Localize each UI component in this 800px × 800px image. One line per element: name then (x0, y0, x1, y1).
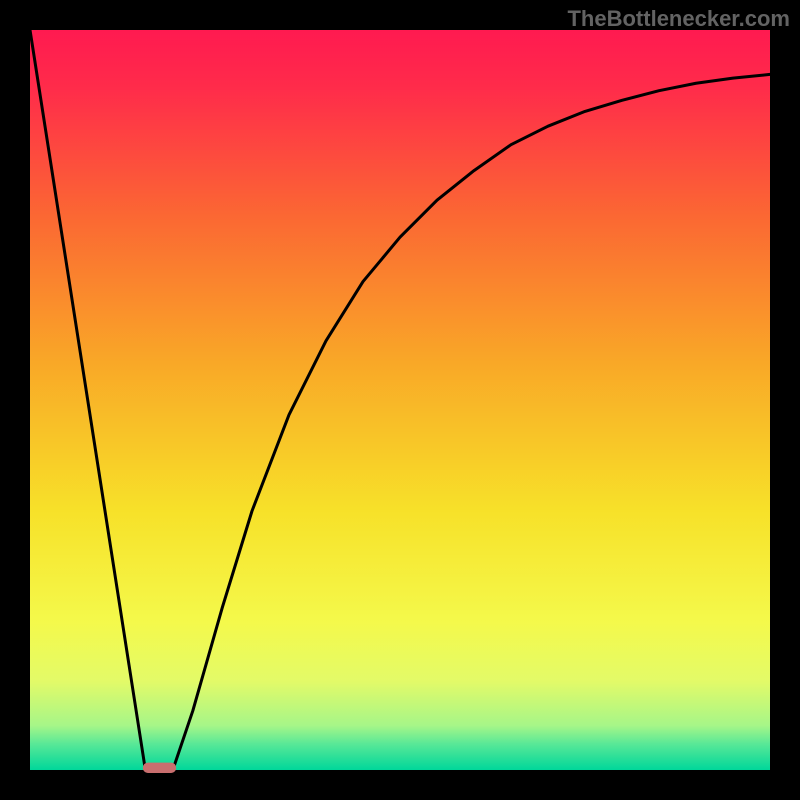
chart-marker (143, 763, 176, 773)
chart-container: TheBottlenecker.com (0, 0, 800, 800)
bottleneck-chart (0, 0, 800, 800)
chart-plot-background (30, 30, 770, 770)
watermark-text: TheBottlenecker.com (567, 6, 790, 32)
